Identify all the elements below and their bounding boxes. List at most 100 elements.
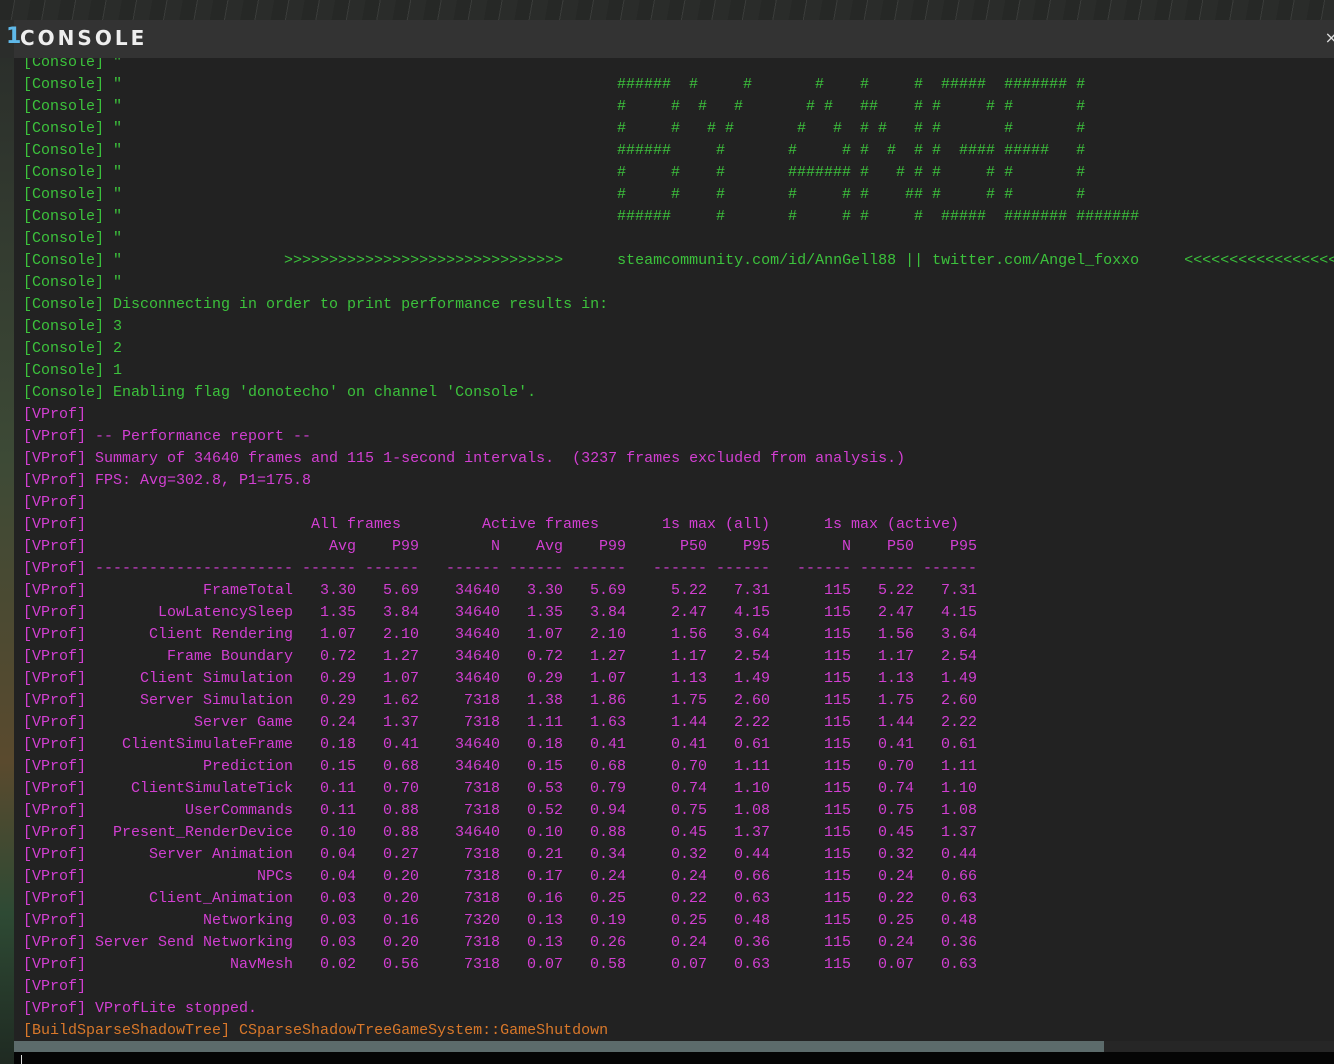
row-name: Prediction: [202, 758, 293, 775]
row-value: 2.10: [589, 626, 626, 643]
row-value: 1.13: [877, 670, 914, 687]
row-value: 7318: [463, 692, 500, 709]
separator: ------: [797, 560, 852, 577]
row-value: 0.63: [940, 956, 977, 973]
row-value: 0.03: [319, 912, 356, 929]
row-value: 7318: [463, 890, 500, 907]
row-value: 0.88: [382, 824, 419, 841]
row-value: 0.70: [877, 758, 914, 775]
channel-tag: [VProf]: [23, 516, 87, 533]
column-group-label: 1s max (active): [824, 516, 960, 533]
row-value: 0.66: [940, 868, 977, 885]
column-group-label: 1s max (all): [662, 516, 771, 533]
channel-tag: [Console]: [23, 208, 105, 225]
row-value: 115: [823, 670, 851, 687]
row-value: 7318: [463, 780, 500, 797]
row-value: 1.11: [733, 758, 770, 775]
row-value: 115: [823, 604, 851, 621]
vprof-line: [VProf] Summary of 34640 frames and 115 …: [23, 448, 1334, 470]
channel-tag: [Console]: [23, 142, 105, 159]
separator: ----------------------: [95, 560, 294, 577]
row-value: 0.41: [670, 736, 707, 753]
row-name: Networking: [202, 912, 293, 929]
console-line: [Console] " # # # # # # ## # # # # #: [23, 96, 1334, 118]
row-value: 2.47: [670, 604, 707, 621]
row-value: 0.70: [382, 780, 419, 797]
column-header: P95: [949, 538, 977, 555]
row-value: 0.29: [319, 692, 356, 709]
row-value: 7318: [463, 934, 500, 951]
row-value: 0.24: [670, 868, 707, 885]
row-name: ClientSimulateFrame: [121, 736, 293, 753]
row-value: 1.10: [733, 780, 770, 797]
horizontal-scrollbar-thumb[interactable]: [14, 1041, 1104, 1052]
channel-tag: [VProf]: [23, 604, 87, 621]
row-value: 0.20: [382, 934, 419, 951]
console-line: [Console] ": [23, 272, 1334, 294]
vprof-line: [VProf] -- Performance report --: [23, 426, 1334, 448]
row-value: 0.18: [319, 736, 356, 753]
line-text: " >>>>>>>>>>>>>>>>>>>>>>>>>>>>>>> steamc…: [104, 252, 1334, 269]
table-row: [VProf] Networking 0.03 0.16 7320 0.13 0.19 0.2…: [23, 910, 1334, 932]
row-value: 0.20: [382, 868, 419, 885]
row-value: 1.75: [877, 692, 914, 709]
command-input[interactable]: [14, 1052, 1334, 1064]
row-value: 1.37: [940, 824, 977, 841]
row-value: 0.56: [382, 956, 419, 973]
line-text: ": [104, 164, 123, 181]
row-name: LowLatencySleep: [157, 604, 293, 621]
row-value: 0.72: [319, 648, 356, 665]
channel-tag: [Console]: [23, 58, 105, 71]
row-value: 115: [823, 912, 851, 929]
row-value: 3.64: [940, 626, 977, 643]
close-icon[interactable]: ×: [1324, 28, 1334, 47]
row-value: 0.52: [526, 802, 563, 819]
channel-tag: [VProf]: [23, 648, 87, 665]
console-output[interactable]: [Console] " [Console] " ###### # # # # # #…: [14, 58, 1334, 1041]
line-text: ": [104, 230, 123, 247]
channel-tag: [VProf]: [23, 736, 87, 753]
table-row: [VProf] LowLatencySleep 1.35 3.84 34640 1.35 3…: [23, 602, 1334, 624]
row-name: Client Rendering: [148, 626, 293, 643]
separator: ------: [653, 560, 708, 577]
row-value: 0.75: [670, 802, 707, 819]
row-value: 115: [823, 934, 851, 951]
row-name: Server Animation: [148, 846, 293, 863]
row-value: 0.70: [670, 758, 707, 775]
row-value: 115: [823, 736, 851, 753]
row-value: 0.79: [589, 780, 626, 797]
row-value: 0.45: [877, 824, 914, 841]
row-name: Client_Animation: [148, 890, 293, 907]
row-value: 7318: [463, 956, 500, 973]
row-value: 0.13: [526, 912, 563, 929]
row-value: 0.34: [589, 846, 626, 863]
console-title-bar[interactable]: 1 CONSOLE ×: [6, 20, 1334, 58]
line-text: 1: [104, 362, 123, 379]
row-value: 34640: [454, 736, 500, 753]
row-value: 3.84: [382, 604, 419, 621]
channel-tag: [VProf]: [23, 780, 87, 797]
row-value: 1.35: [319, 604, 356, 621]
row-value: 0.24: [877, 934, 914, 951]
separator: ------: [716, 560, 771, 577]
row-value: 2.60: [733, 692, 770, 709]
row-value: 7318: [463, 714, 500, 731]
row-value: 115: [823, 956, 851, 973]
row-value: 1.62: [382, 692, 419, 709]
console-line: [Console] " # # # # # # # # # # # #: [23, 118, 1334, 140]
horizontal-scrollbar-track[interactable]: [1104, 1041, 1334, 1052]
row-value: 0.41: [877, 736, 914, 753]
console-line: [Console] 2: [23, 338, 1334, 360]
row-value: 0.24: [670, 934, 707, 951]
row-value: 0.04: [319, 868, 356, 885]
table-row: [VProf] Client_Animation 0.03 0.20 7318 0.16 0…: [23, 888, 1334, 910]
channel-tag: [VProf]: [23, 428, 87, 445]
row-value: 1.13: [670, 670, 707, 687]
row-value: 0.03: [319, 890, 356, 907]
row-value: 0.48: [940, 912, 977, 929]
table-row: [VProf] Present_RenderDevice 0.10 0.88 34640…: [23, 822, 1334, 844]
row-value: 34640: [454, 582, 500, 599]
row-value: 1.27: [589, 648, 626, 665]
separator: ------: [572, 560, 627, 577]
row-value: 0.15: [319, 758, 356, 775]
